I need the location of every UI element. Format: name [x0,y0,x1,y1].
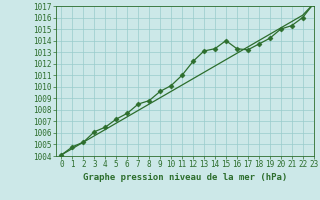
X-axis label: Graphe pression niveau de la mer (hPa): Graphe pression niveau de la mer (hPa) [83,173,287,182]
